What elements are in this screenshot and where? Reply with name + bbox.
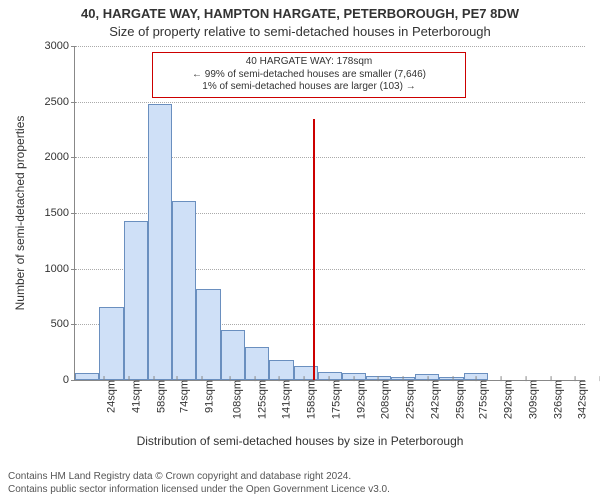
x-tick-label: 91sqm	[202, 380, 216, 413]
x-tick-label: 309sqm	[526, 380, 540, 419]
x-tick-label: 24sqm	[103, 380, 117, 413]
x-tick-label: 141sqm	[279, 380, 293, 419]
x-tick-label: 158sqm	[304, 380, 318, 419]
histogram-bar	[99, 307, 123, 380]
chart-title-line1: 40, HARGATE WAY, HAMPTON HARGATE, PETERB…	[0, 6, 600, 21]
property-marker	[313, 119, 315, 380]
histogram-bar	[148, 104, 172, 380]
histogram-bar	[318, 372, 342, 380]
y-tick-label: 1000	[45, 263, 75, 275]
x-tick-label: 108sqm	[230, 380, 244, 419]
gridline	[75, 102, 585, 103]
y-tick-label: 1500	[45, 207, 75, 219]
histogram-bar	[221, 330, 245, 380]
gridline	[75, 46, 585, 47]
x-tick-label: 342sqm	[574, 380, 588, 419]
x-tick-label: 58sqm	[153, 380, 167, 413]
y-tick-label: 500	[51, 318, 75, 330]
histogram-bar	[269, 360, 293, 380]
annotation-line: 40 HARGATE WAY: 178sqm	[159, 56, 459, 69]
footer-line1: Contains HM Land Registry data © Crown c…	[8, 471, 390, 484]
annotation-box: 40 HARGATE WAY: 178sqm← 99% of semi-deta…	[152, 52, 466, 98]
footer-line2: Contains public sector information licen…	[8, 484, 390, 497]
histogram-bar	[245, 347, 269, 380]
y-tick-label: 0	[63, 374, 75, 386]
x-tick-label: 326sqm	[551, 380, 565, 419]
x-tick-label: 275sqm	[476, 380, 490, 419]
x-tick-label: 192sqm	[354, 380, 368, 419]
x-tick-label: 41sqm	[128, 380, 142, 413]
x-tick-label: 242sqm	[427, 380, 441, 419]
y-axis-label: Number of semi-detached properties	[13, 116, 27, 311]
x-tick-label: 292sqm	[501, 380, 515, 419]
annotation-line: ← 99% of semi-detached houses are smalle…	[159, 69, 459, 82]
x-tick-label: 225sqm	[402, 380, 416, 419]
x-tick-label: 125sqm	[255, 380, 269, 419]
histogram-bar	[124, 221, 148, 380]
x-tick-label: 74sqm	[177, 380, 191, 413]
footer-attribution: Contains HM Land Registry data © Crown c…	[8, 471, 390, 496]
histogram-bar	[172, 201, 196, 380]
x-tick-label: 175sqm	[329, 380, 343, 419]
y-tick-label: 2500	[45, 96, 75, 108]
chart-title-line2: Size of property relative to semi-detach…	[0, 24, 600, 39]
histogram-bar	[75, 373, 99, 380]
annotation-line: 1% of semi-detached houses are larger (1…	[159, 81, 459, 94]
y-tick-label: 2000	[45, 151, 75, 163]
y-tick-label: 3000	[45, 40, 75, 52]
x-tick-label: 259sqm	[452, 380, 466, 419]
x-tick-label: 208sqm	[377, 380, 391, 419]
histogram-bar	[196, 289, 220, 380]
x-axis-label: Distribution of semi-detached houses by …	[0, 434, 600, 448]
